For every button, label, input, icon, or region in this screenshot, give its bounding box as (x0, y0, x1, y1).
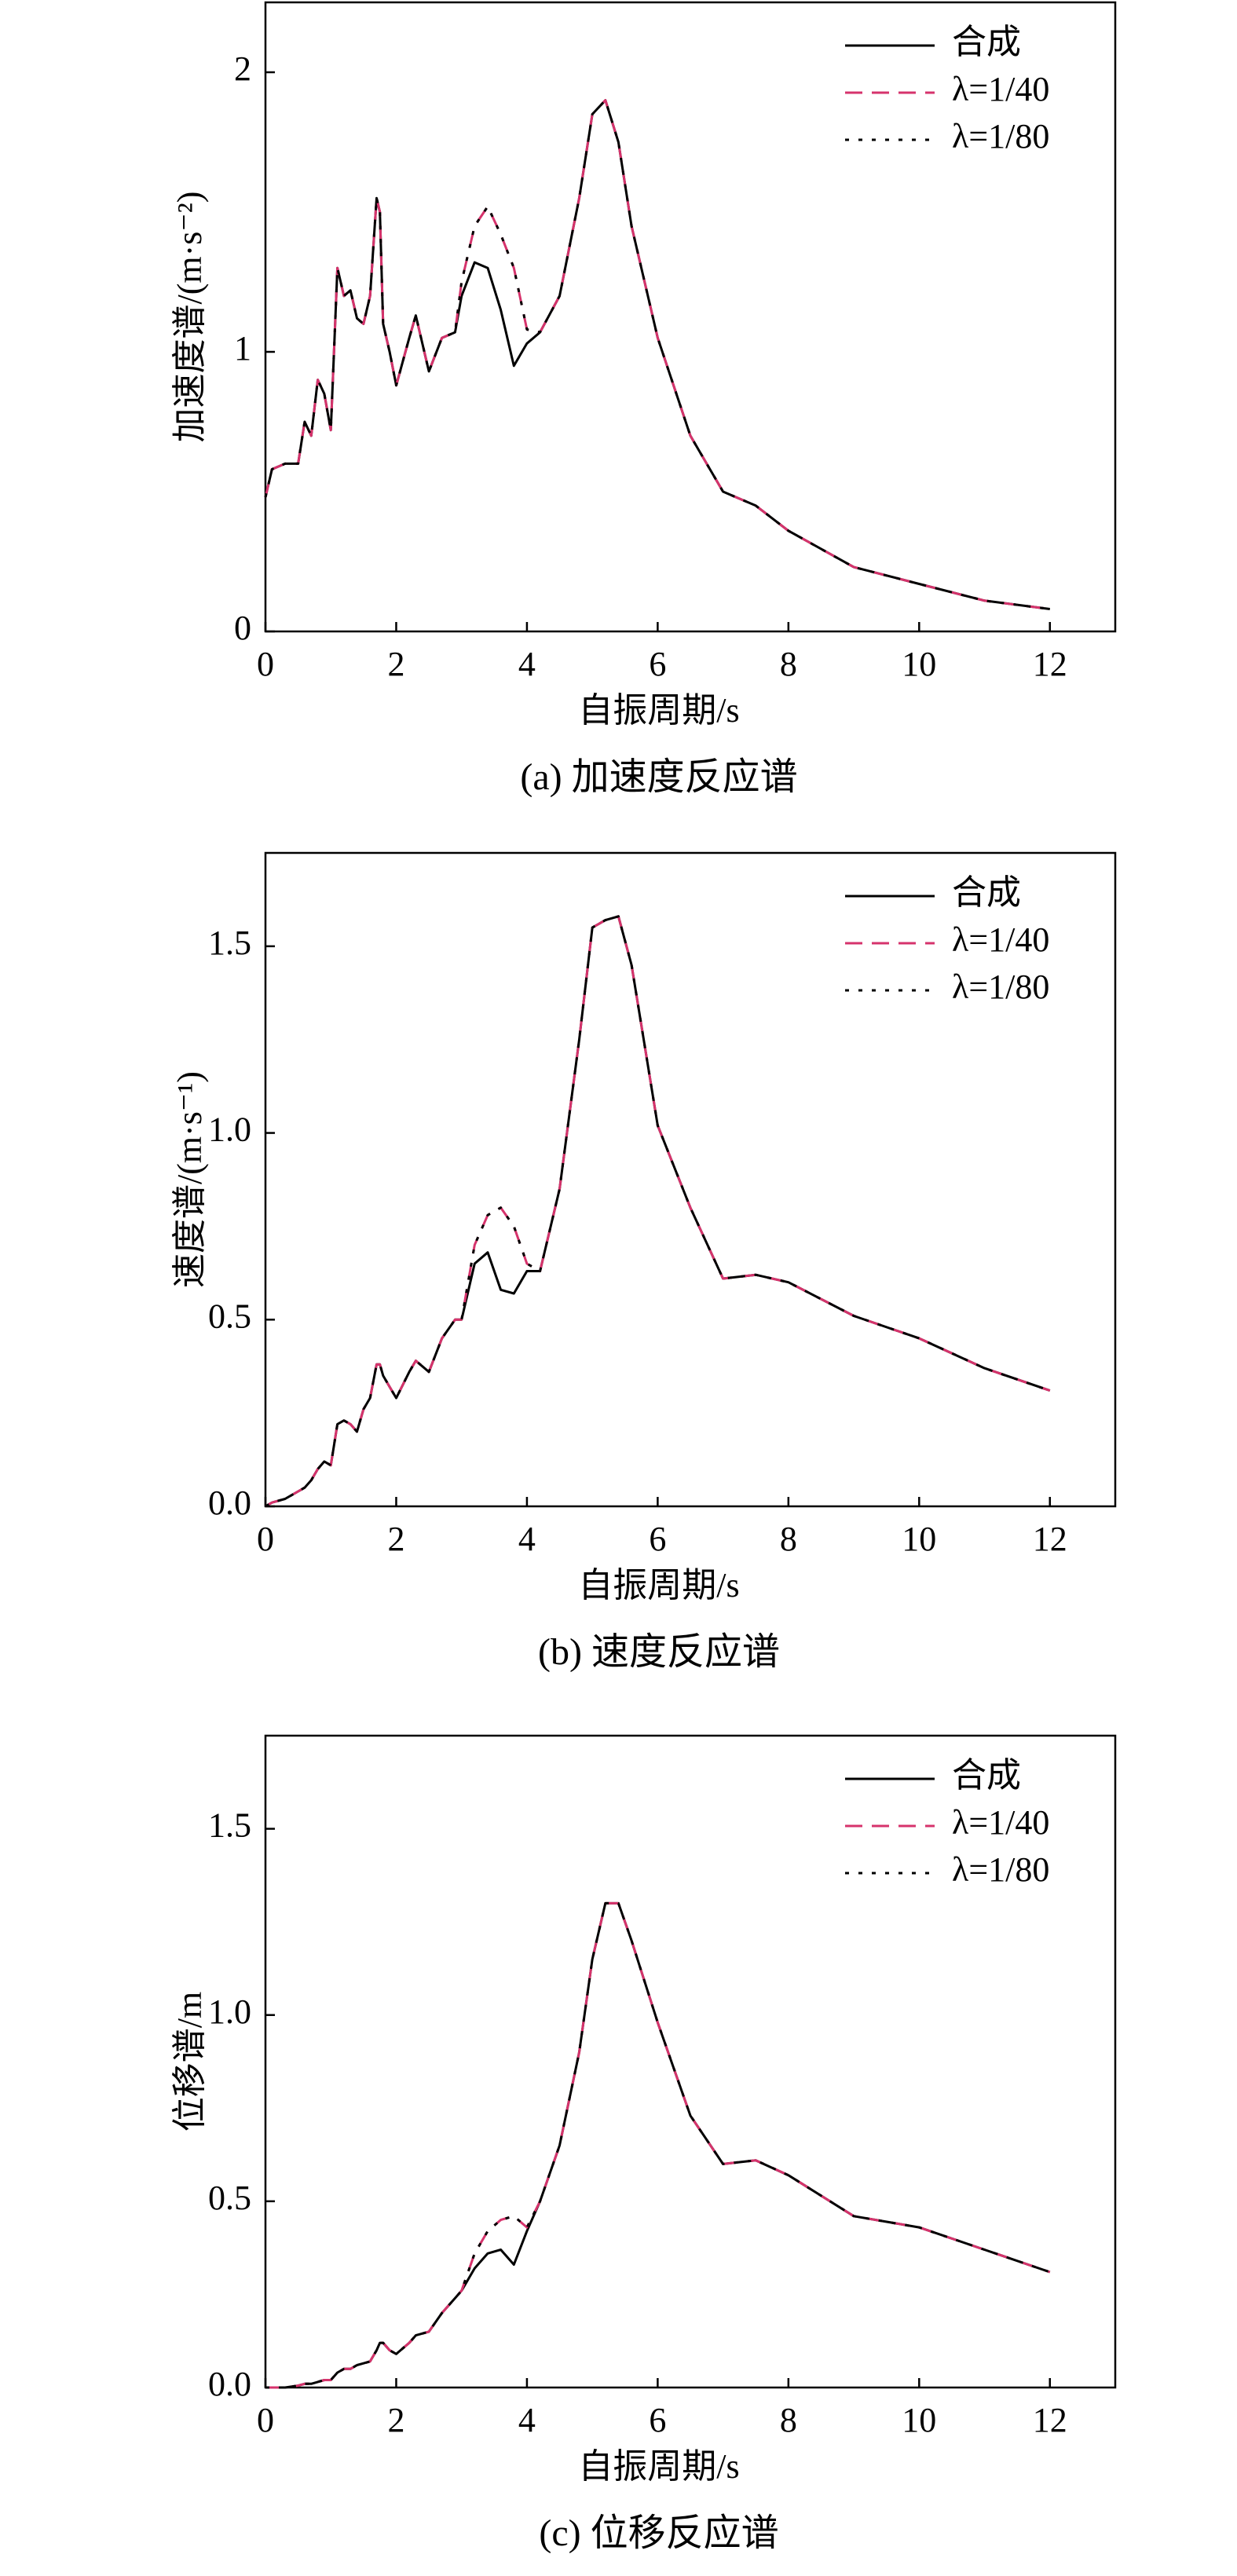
x-tick-label: 6 (649, 645, 666, 683)
y-tick-label: 1.5 (208, 1806, 251, 1845)
x-tick-label: 4 (518, 2401, 536, 2439)
y-tick-label: 1.5 (208, 924, 251, 962)
x-tick-label: 10 (902, 1520, 936, 1558)
x-axis-label: 自振周期/s (578, 1566, 739, 1605)
y-tick-label: 0.0 (208, 1484, 251, 1522)
chart-title: (b) 速度反应谱 (538, 1631, 780, 1673)
series-line (264, 99, 1050, 610)
y-axis-label: 加速度谱/(m·s⁻²) (170, 192, 209, 443)
legend-label: 合成 (952, 873, 1021, 912)
y-axis-label: 速度谱/(m·s⁻¹) (170, 1071, 209, 1288)
x-tick-label: 4 (518, 1520, 536, 1558)
y-tick-label: 0.5 (208, 1297, 251, 1335)
x-tick-label: 4 (518, 645, 536, 683)
x-tick-label: 0 (257, 2401, 274, 2439)
plot-frame (264, 851, 1117, 1508)
y-tick-label: 1.0 (208, 1992, 251, 2031)
y-tick-label: 1 (234, 329, 251, 368)
legend-label: λ=1/40 (952, 70, 1049, 108)
x-tick-label: 10 (902, 2401, 936, 2439)
x-tick-label: 0 (257, 645, 274, 683)
y-axis-label: 位移谱/m (170, 1992, 209, 2131)
x-tick-label: 8 (780, 1520, 797, 1558)
plot-frame (264, 1734, 1117, 2389)
y-tick-label: 1.0 (208, 1111, 251, 1149)
series-line (264, 99, 1050, 610)
series-line (265, 915, 1051, 1508)
chart-title: (a) 加速度反应谱 (520, 756, 797, 798)
series-line (265, 1901, 1051, 2389)
x-tick-label: 12 (1033, 1520, 1067, 1558)
x-axis-label: 自振周期/s (578, 691, 739, 730)
x-tick-label: 10 (902, 645, 936, 683)
series-line (264, 99, 1050, 610)
legend-label: 合成 (952, 23, 1021, 61)
x-tick-label: 12 (1033, 645, 1067, 683)
series-line (265, 1901, 1051, 2389)
legend-label: λ=1/40 (952, 920, 1049, 959)
x-tick-label: 0 (257, 1520, 274, 1558)
y-tick-label: 2 (234, 49, 251, 88)
legend-label: λ=1/80 (952, 1850, 1049, 1889)
x-tick-label: 6 (649, 2401, 666, 2439)
series-line (265, 915, 1051, 1508)
chart-title: (c) 位移反应谱 (539, 2512, 778, 2554)
plot-frame (264, 1, 1117, 633)
legend-label: λ=1/80 (952, 968, 1049, 1006)
x-tick-label: 8 (780, 645, 797, 683)
legend-label: λ=1/80 (952, 117, 1049, 156)
series-line (265, 1901, 1051, 2389)
x-tick-label: 2 (387, 2401, 404, 2439)
y-tick-label: 0.0 (208, 2365, 251, 2403)
x-axis-label: 自振周期/s (578, 2447, 739, 2486)
x-tick-label: 6 (649, 1520, 666, 1558)
x-tick-label: 2 (387, 1520, 404, 1558)
y-tick-label: 0.5 (208, 2179, 251, 2217)
x-tick-label: 12 (1033, 2401, 1067, 2439)
x-tick-label: 8 (780, 2401, 797, 2439)
legend-label: λ=1/40 (952, 1803, 1049, 1842)
x-tick-label: 2 (387, 645, 404, 683)
series-line (265, 915, 1051, 1508)
legend-label: 合成 (952, 1756, 1021, 1795)
y-tick-label: 0 (234, 609, 251, 647)
